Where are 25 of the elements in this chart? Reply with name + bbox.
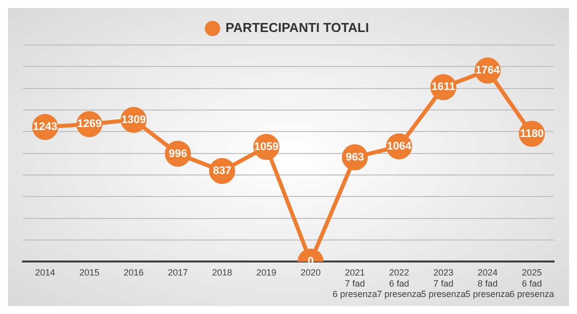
data-label: 0: [308, 256, 314, 268]
data-label: 963: [346, 151, 364, 164]
x-tick-label: 2014: [35, 267, 56, 278]
data-label: 837: [212, 164, 232, 177]
data-label: 1309: [121, 114, 146, 126]
x-tick-label: 2019: [256, 267, 276, 278]
x-tick-label: 2025 6 fad 6 presenza: [510, 267, 554, 300]
data-label: 1064: [386, 140, 412, 152]
data-label: 1764: [475, 64, 501, 77]
x-tick-label: 2021 7 fad 6 presenza: [332, 267, 378, 300]
data-label: 1611: [431, 81, 456, 94]
legend-label: PARTECIPANTI TOTALI: [226, 20, 369, 36]
data-label: 1243: [32, 121, 58, 134]
x-tick-label: 2018: [212, 267, 232, 278]
x-tick-label: 2020: [300, 267, 321, 278]
x-tick-label: 2015: [79, 267, 100, 278]
x-tick-label: 2023 7 fad 5 presenza: [421, 267, 466, 300]
data-label: 1269: [77, 118, 102, 130]
data-label: 996: [168, 148, 188, 160]
data-label: 1180: [520, 128, 544, 140]
x-tick-label: 2024 8 fad 5 presenza: [465, 267, 510, 300]
x-tick-label: 2022 6 fad 7 presenza: [376, 267, 422, 300]
x-tick-label: 2017: [168, 267, 188, 278]
x-tick-label: 2016: [124, 267, 144, 278]
data-label: 1059: [254, 140, 279, 153]
